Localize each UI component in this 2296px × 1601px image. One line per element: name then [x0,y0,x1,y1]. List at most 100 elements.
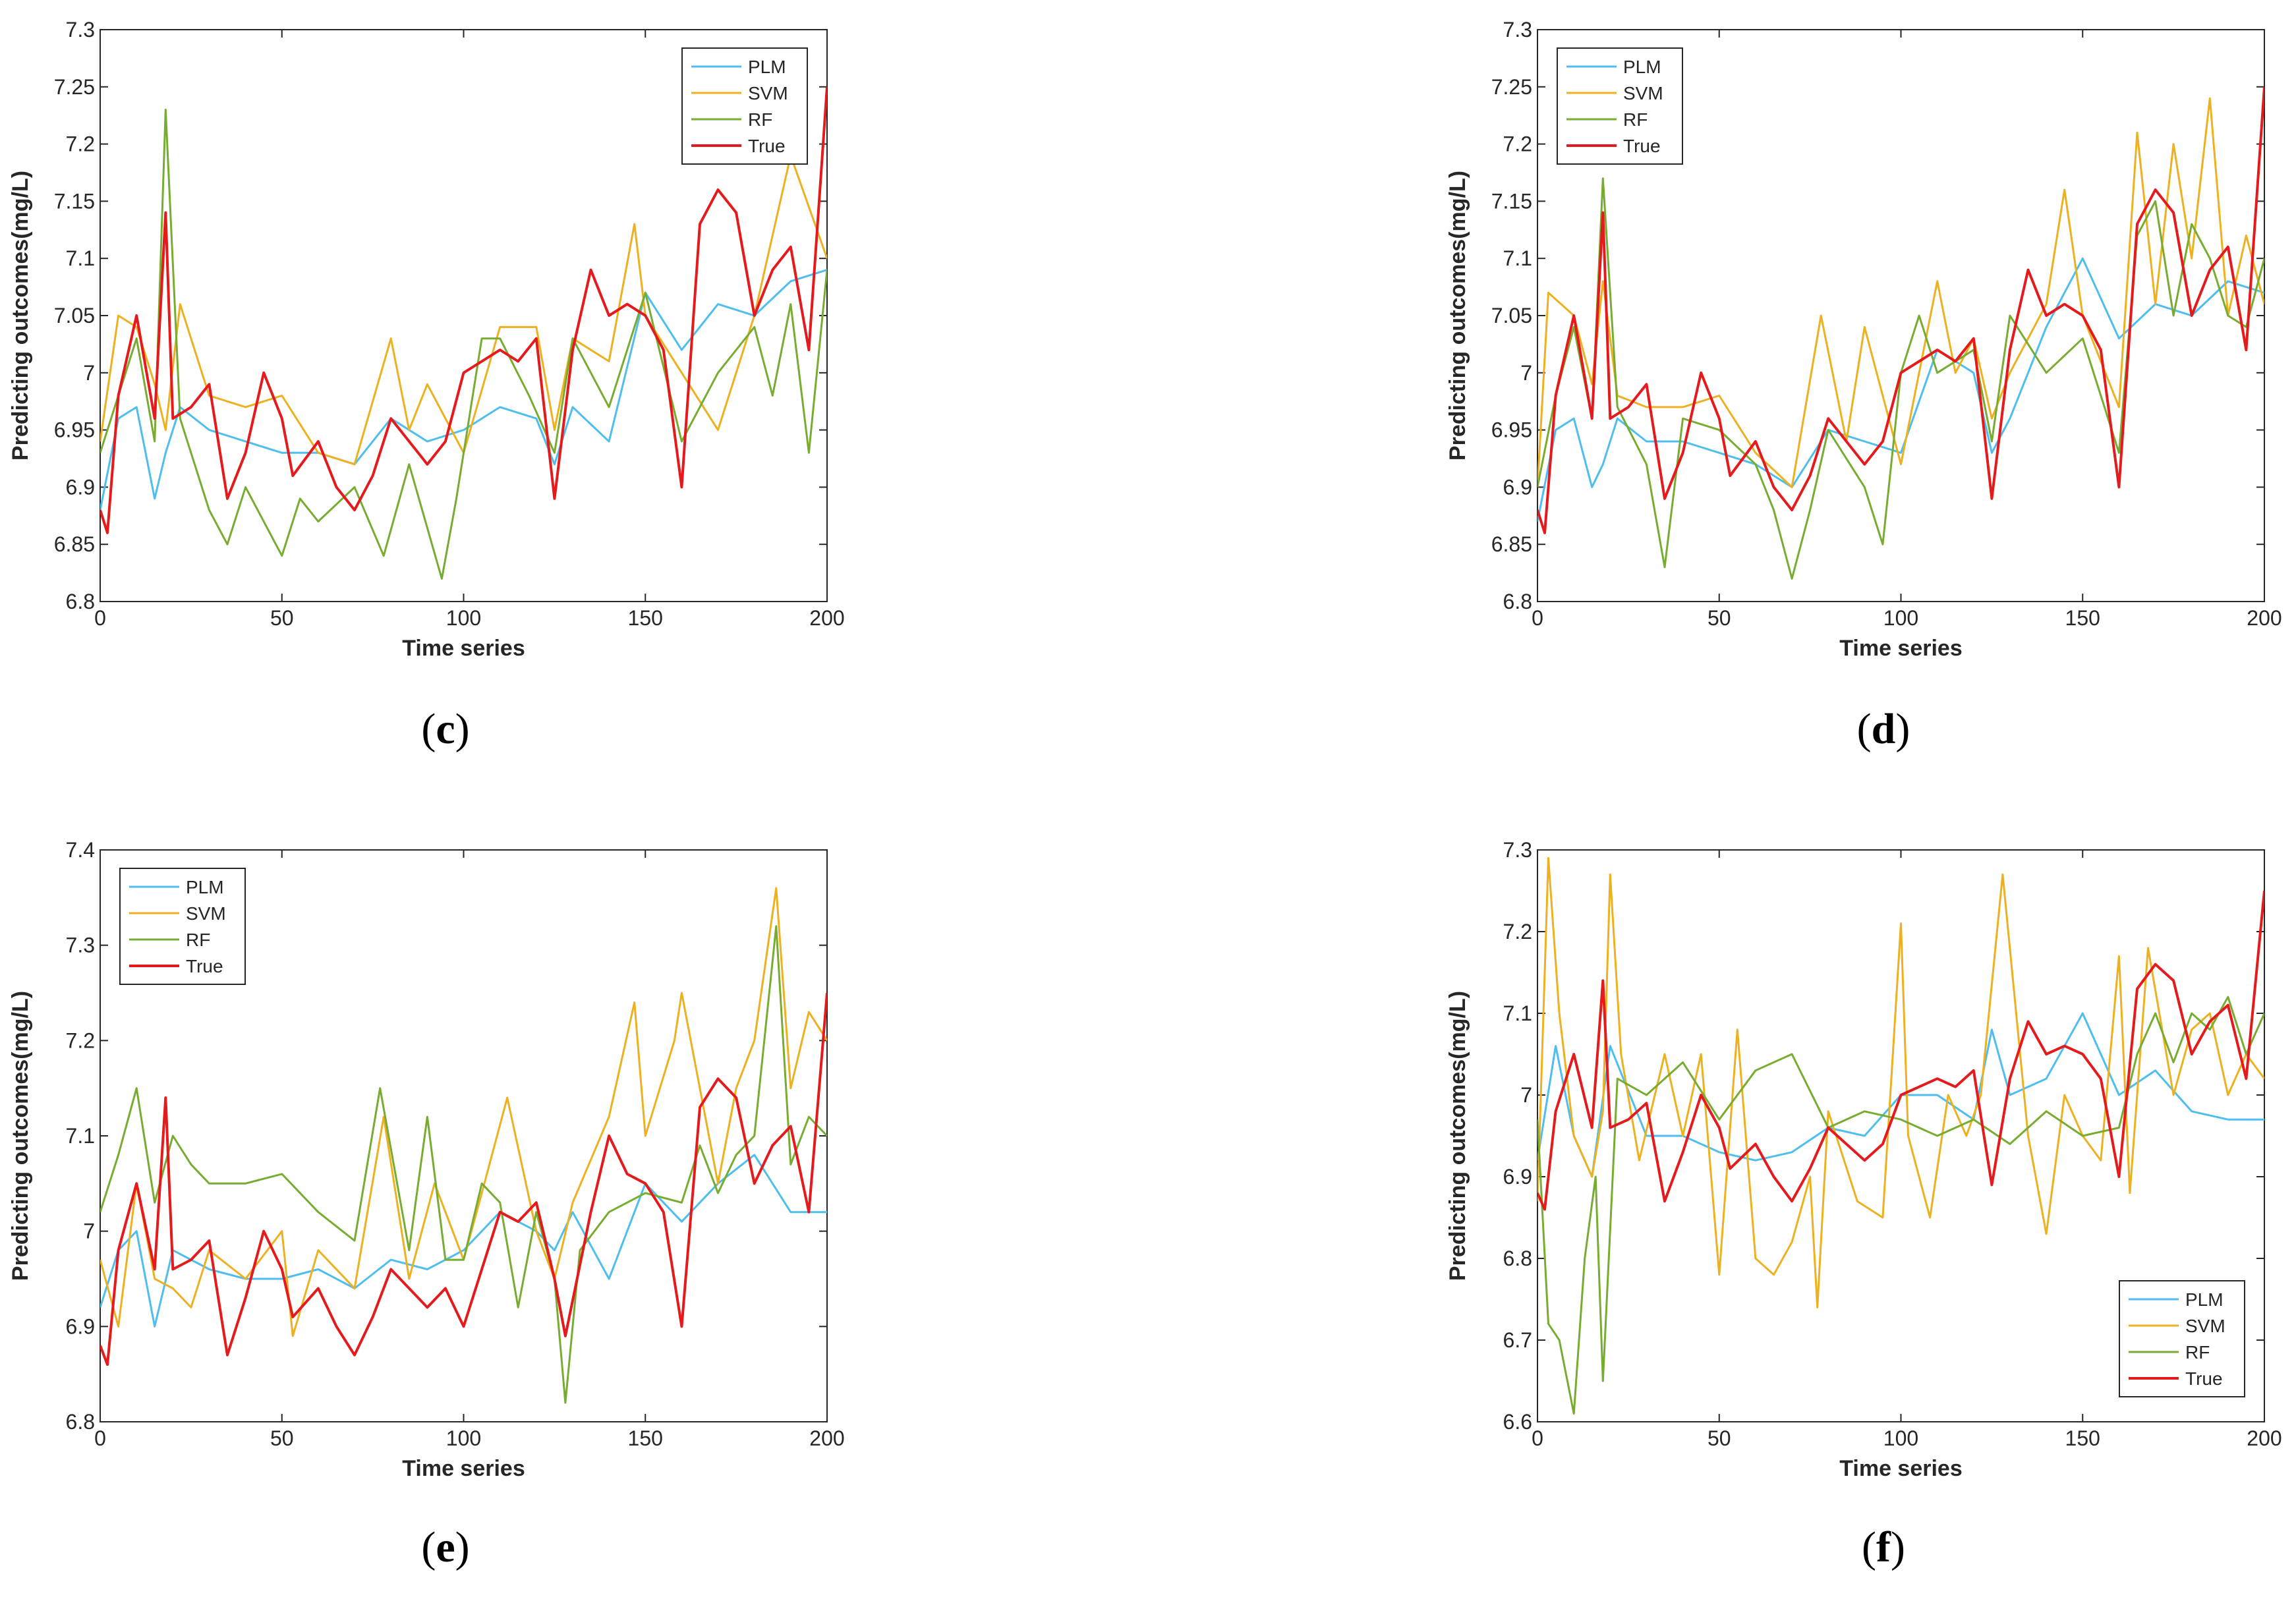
chart-panel-d: 6.8 6.85 6.9 6.95 7 7.05 7.1 7.15 7.2 7.25 7.3 0 50 1… [1445,18,2282,753]
y-tick-label: 6.95 [54,418,95,442]
series-line-true [100,992,827,1366]
legend: PLM SVM RF True [2119,1280,2245,1397]
panel-caption: (e) [421,1523,469,1571]
x-axis-title: Time series [402,636,525,661]
x-axis-title: Time series [1839,1456,1963,1481]
legend-label-rf: RF [748,109,772,130]
y-tick-label: 7.15 [54,189,95,213]
y-tick-label: 6.9 [1503,475,1532,499]
y-tick-label: 6.9 [1503,1165,1532,1189]
y-axis-title: Predicting outcomes(mg/L) [8,171,33,461]
series-line-rf [100,925,827,1404]
y-tick-label: 7 [1520,1083,1532,1107]
series-line-rf [1537,177,2264,580]
legend-label-plm: PLM [186,877,224,897]
series-group [1537,86,2264,580]
x-tick-label: 150 [628,606,663,630]
y-axis-title: Predicting outcomes(mg/L) [1445,991,1470,1281]
legend: PLM SVM RF True [1557,47,1683,165]
caption-paren: ) [455,705,470,753]
series-line-true [1537,890,2264,1211]
y-tick-label: 7.2 [66,1028,95,1052]
panel-caption: (f) [1862,1523,1905,1571]
caption-letter: d [1872,705,1896,753]
y-tick-label: 6.85 [54,532,95,556]
x-tick-label: 50 [1708,606,1731,630]
x-tick-label: 200 [809,606,844,630]
x-axis-title: Time series [1839,636,1963,661]
legend-label-true: True [186,956,223,976]
caption-paren: ( [1857,705,1872,753]
legend: PLM SVM RF True [681,47,808,165]
series-line-svm [1537,857,2264,1308]
x-axis-title: Time series [402,1456,525,1481]
caption-letter: e [436,1523,455,1571]
caption-paren: ( [1862,1523,1876,1571]
series-line-plm [1537,257,2264,522]
y-tick-label: 7.25 [1491,75,1532,99]
series-line-plm [100,269,827,511]
x-tick-label: 100 [1883,1426,1918,1450]
series-group [1537,857,2264,1415]
legend: PLM SVM RF True [119,868,246,985]
x-tick-label: 0 [94,606,106,630]
x-tick-label: 50 [1708,1426,1731,1450]
y-tick-label: 7.1 [1503,1001,1532,1025]
x-tick-label: 100 [446,1426,481,1450]
y-tick-label: 7.05 [54,304,95,327]
y-tick-label: 6.85 [1491,532,1532,556]
x-tick-label: 150 [2065,606,2100,630]
x-tick-label: 0 [94,1426,106,1450]
series-line-rf [1537,996,2264,1415]
legend-label-svm: SVM [186,903,226,924]
series-line-svm [1537,97,2264,488]
legend-label-rf: RF [1623,109,1648,130]
y-tick-label: 7 [83,1220,95,1243]
y-tick-label: 6.95 [1491,418,1532,442]
panel-caption: (c) [421,705,469,753]
legend-label-svm: SVM [1623,83,1663,103]
x-tick-label: 50 [270,606,294,630]
x-tick-label: 100 [1883,606,1918,630]
legend-label-true: True [1623,136,1661,156]
y-axis-title: Predicting outcomes(mg/L) [8,991,33,1281]
y-tick-label: 6.8 [66,590,95,613]
x-tick-label: 150 [2065,1426,2100,1450]
y-tick-label: 6.6 [1503,1410,1532,1434]
caption-paren: ) [1895,705,1910,753]
y-tick-label: 6.7 [1503,1328,1532,1352]
panel-caption: (d) [1857,705,1910,753]
x-tick-label: 200 [2247,606,2282,630]
caption-letter: c [436,705,455,753]
chart-panel-c: 6.8 6.85 6.9 6.95 7 7.05 7.1 7.15 7.2 7.25 7.3 0 50 1… [8,18,845,753]
y-tick-label: 6.8 [1503,1247,1532,1270]
caption-paren: ) [455,1523,470,1571]
y-tick-label: 7.1 [66,1124,95,1148]
legend-label-svm: SVM [748,83,788,103]
y-tick-label: 7.1 [66,246,95,270]
series-line-svm [100,154,827,466]
series-line-true [100,86,827,534]
y-tick-label: 7.2 [1503,132,1532,156]
y-tick-label: 7.3 [1503,838,1532,862]
y-tick-label: 6.8 [66,1410,95,1434]
series-line-svm [100,887,827,1337]
y-tick-label: 7.3 [66,934,95,957]
y-tick-label: 7.3 [1503,18,1532,42]
legend-label-plm: PLM [1623,57,1661,77]
legend-label-true: True [2185,1368,2223,1389]
x-tick-label: 150 [628,1426,663,1450]
x-tick-label: 200 [809,1426,844,1450]
series-line-rf [100,109,827,580]
legend-label-plm: PLM [2185,1289,2224,1310]
series-group [100,887,827,1404]
legend-label-rf: RF [2185,1342,2210,1362]
y-tick-label: 7.2 [1503,920,1532,943]
caption-letter: f [1876,1523,1891,1571]
legend-label-svm: SVM [2185,1316,2225,1336]
chart-panel-f: 6.6 6.7 6.8 6.9 7 7.1 7.2 7.3 0 50 100 150 200 Time s… [1445,838,2282,1571]
legend-label-true: True [748,136,786,156]
x-tick-label: 200 [2247,1426,2282,1450]
x-tick-label: 0 [1532,1426,1543,1450]
x-tick-label: 100 [446,606,481,630]
